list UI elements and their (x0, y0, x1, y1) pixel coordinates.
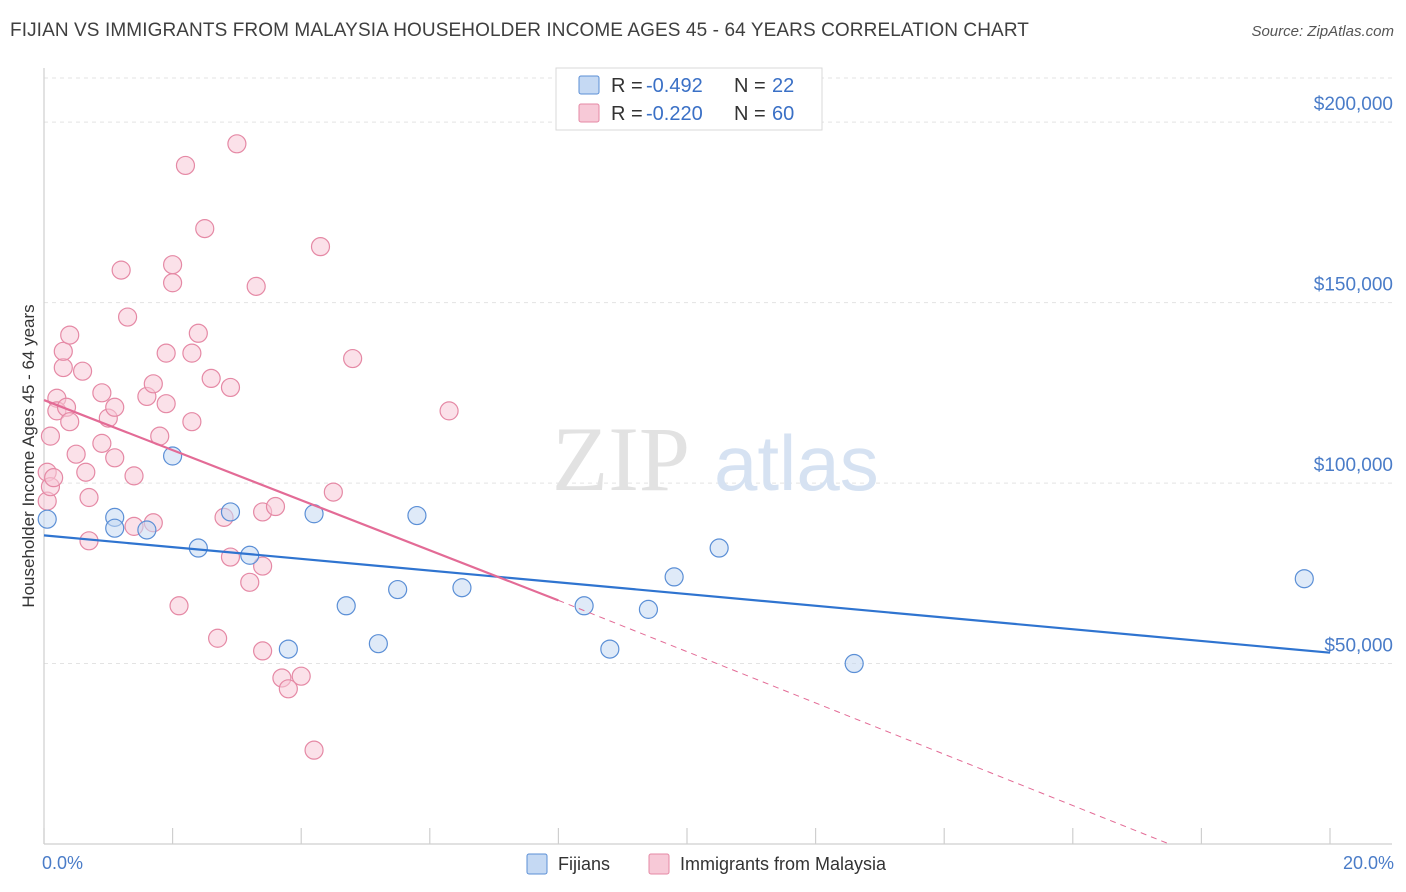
points-malaysia-point-8 (53, 341, 73, 361)
points-malaysia-point-56 (439, 401, 459, 421)
points-malaysia-point-14 (76, 462, 96, 482)
points-malaysia-point-36 (195, 219, 215, 239)
points-malaysia-point-13 (72, 361, 93, 381)
points-malaysia-point-11 (60, 412, 80, 432)
legend-swatch-malaysia (578, 103, 600, 123)
points-malaysia-point-31 (163, 273, 183, 293)
y-tick-label-2: $150,000 (1314, 275, 1393, 296)
y-tick-labels: $50,000 $100,000 $150,000 $200,000 (1314, 94, 1393, 656)
points-fijians-point-3 (137, 520, 157, 540)
points-malaysia-point-38 (208, 628, 228, 648)
watermark-zip: ZIP (552, 408, 690, 510)
points-malaysia-point-23 (117, 307, 138, 327)
points-malaysia-point-48 (265, 496, 286, 517)
legend-n-label-fijians: N = (734, 75, 766, 97)
points-malaysia-point-24 (124, 466, 144, 486)
points-malaysia-point-27 (143, 374, 163, 394)
points-malaysia-point-22 (111, 260, 131, 280)
y-tick-label-1: $100,000 (1314, 455, 1393, 476)
points-malaysia-point-42 (227, 134, 247, 154)
legend-n-value-fijians: 22 (772, 75, 794, 97)
points-fijians-point-0 (37, 509, 57, 529)
points-malaysia-point-15 (79, 487, 99, 508)
points-fijians-point-10 (336, 596, 356, 616)
points-malaysia-point-4 (44, 468, 64, 488)
watermark-atlas: atlas (714, 419, 879, 507)
points-fijians-point-14 (452, 578, 472, 598)
points-malaysia-point-40 (220, 377, 241, 398)
points-malaysia-point-57 (163, 255, 183, 275)
points-fijians-point-19 (709, 538, 729, 558)
x-tick-label-min: 0.0% (42, 853, 83, 873)
axes (43, 68, 1392, 845)
points-fijians-point-21 (1294, 569, 1314, 589)
legend-swatch-fijians (578, 75, 600, 95)
points-fijians-point-15 (574, 596, 594, 616)
points-malaysia-point-10 (60, 325, 80, 345)
legend-box: R = -0.492 N = 22 R = -0.220 N = 60 (555, 67, 823, 131)
points-malaysia-point-44 (246, 276, 266, 296)
points-malaysia-point-20 (105, 448, 125, 468)
legend-n-label-malaysia: N = (734, 103, 766, 125)
legend-r-value-fijians: -0.492 (646, 75, 703, 97)
points-fijians-point-8 (278, 639, 298, 659)
points-malaysia-point-30 (156, 343, 176, 363)
points-malaysia-point-21 (105, 397, 125, 417)
watermark: ZIP atlas (552, 408, 879, 510)
chart-source: Source: ZipAtlas.com (1251, 23, 1394, 40)
points-malaysia-point-51 (291, 666, 311, 686)
x-ticks (43, 828, 1331, 844)
points-malaysia-point-2 (40, 426, 61, 446)
bottom-legend: Fijians Immigrants from Malaysia (526, 853, 887, 875)
points-malaysia-point-7 (53, 357, 73, 378)
y-tick-label-0: $50,000 (1324, 636, 1393, 657)
points-fijians-point-12 (388, 579, 408, 600)
points-fijians-point-6 (220, 502, 241, 522)
points-malaysia-point-46 (253, 556, 273, 576)
x-tick-label-max: 20.0% (1343, 853, 1394, 873)
legend-n-value-malaysia: 60 (772, 103, 794, 125)
points-fijians-point-17 (638, 599, 659, 619)
points-fijians-point-18 (664, 567, 684, 587)
bottom-legend-swatch-fijians (526, 853, 548, 875)
legend-r-label-fijians: R = (611, 75, 643, 97)
points-malaysia-point-18 (92, 433, 112, 453)
points-malaysia-point-55 (343, 348, 363, 369)
trend-line-0 (43, 534, 1331, 654)
trend-line-1 (43, 399, 559, 602)
bottom-legend-swatch-malaysia (648, 853, 670, 875)
points-fijians-point-16 (600, 639, 620, 659)
points-malaysia-point-52 (304, 740, 324, 760)
y-axis-title: Householder Income Ages 45 - 64 years (19, 304, 38, 607)
points-malaysia-point-33 (175, 155, 196, 176)
trend-lines (43, 399, 1331, 845)
points-fijians-point-13 (407, 505, 427, 526)
bottom-legend-label-malaysia: Immigrants from Malaysia (680, 854, 887, 874)
series-malaysia-points (37, 134, 459, 760)
legend-r-label-malaysia: R = (611, 103, 643, 125)
points-malaysia-point-37 (201, 368, 221, 388)
points-malaysia-point-34 (182, 412, 202, 432)
points-malaysia-point-53 (310, 237, 331, 257)
points-malaysia-point-12 (66, 444, 86, 464)
points-malaysia-point-50 (278, 679, 298, 699)
points-fijians-point-11 (368, 634, 388, 654)
points-malaysia-point-54 (323, 482, 343, 502)
points-malaysia-point-29 (156, 394, 176, 414)
points-fijians-point-2 (105, 518, 125, 538)
points-malaysia-point-47 (253, 641, 273, 661)
series-fijians-points (37, 446, 1314, 674)
points-malaysia-point-17 (92, 383, 112, 403)
points-malaysia-point-35 (188, 323, 208, 343)
points-malaysia-point-43 (240, 572, 260, 592)
bottom-legend-label-fijians: Fijians (558, 854, 610, 874)
legend-r-value-malaysia: -0.220 (646, 103, 703, 125)
chart-title: FIJIAN VS IMMIGRANTS FROM MALAYSIA HOUSE… (10, 20, 1030, 41)
y-tick-label-3: $200,000 (1314, 94, 1393, 115)
points-malaysia-point-58 (182, 343, 202, 363)
points-malaysia-point-32 (169, 596, 189, 616)
points-fijians-point-20 (844, 653, 864, 674)
trend-extension-1 (558, 599, 1170, 845)
